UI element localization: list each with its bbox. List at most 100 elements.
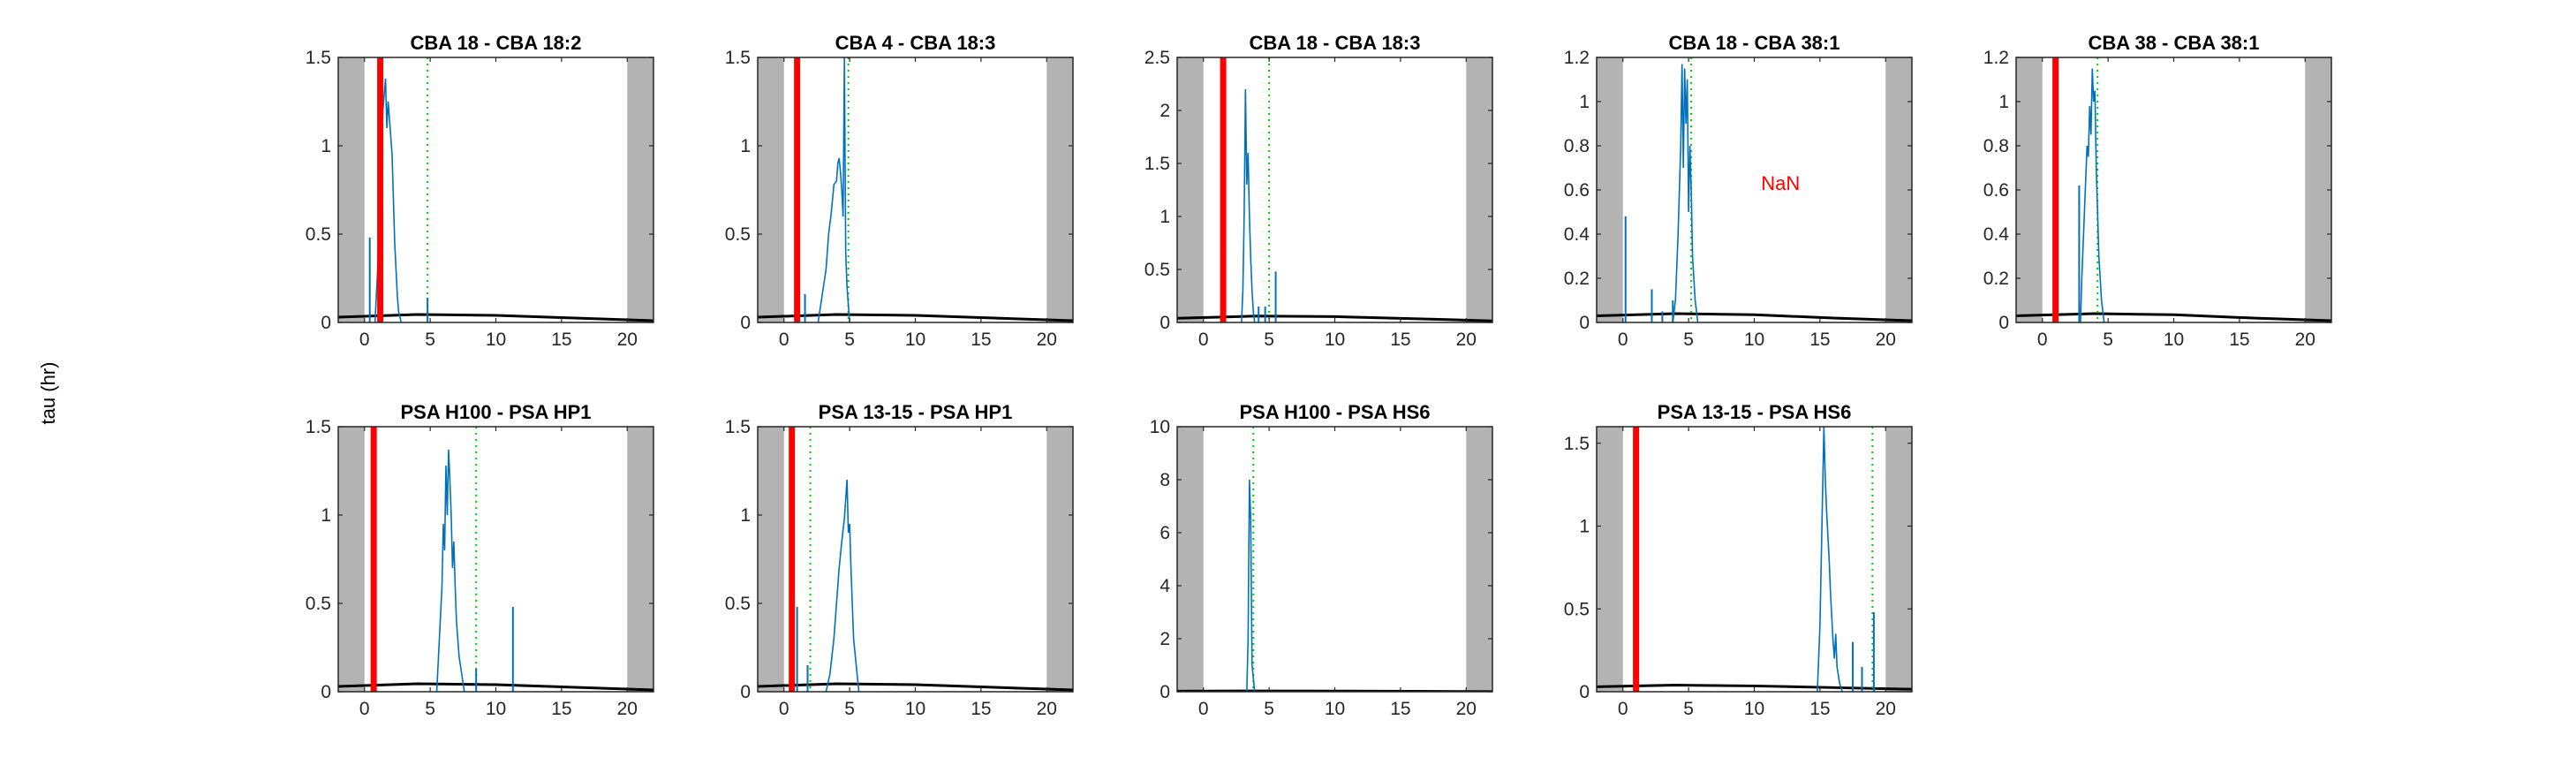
plot-content xyxy=(338,427,653,692)
plot-content xyxy=(2016,57,2331,322)
x-tick-label: 20 xyxy=(1456,330,1477,350)
x-tick-label: 20 xyxy=(617,699,638,719)
y-tick-label: 4 xyxy=(1160,576,1170,596)
shaded-region xyxy=(1177,427,1204,692)
tau-series-line xyxy=(1672,64,1699,322)
x-tick-label: 15 xyxy=(551,330,571,350)
x-tick-label: 0 xyxy=(2037,330,2048,350)
y-tick-label: 10 xyxy=(1150,417,1170,437)
y-tick-label: 0.5 xyxy=(725,594,751,614)
x-tick-label: 10 xyxy=(486,699,506,719)
shaded-region xyxy=(627,57,653,322)
tau-series-line xyxy=(817,57,850,322)
shaded-region xyxy=(627,427,653,692)
shaded-region xyxy=(1466,427,1492,692)
baseline-curve xyxy=(338,313,653,322)
plot-area xyxy=(758,57,1073,322)
subplot-title: PSA H100 - PSA HP1 xyxy=(400,401,591,423)
y-tick-label: 0 xyxy=(1579,313,1590,333)
y-tick-label: 0.8 xyxy=(1983,136,2009,156)
baseline-curve xyxy=(758,682,1073,692)
x-tick-label: 10 xyxy=(1744,699,1764,719)
x-tick-label: 5 xyxy=(844,699,855,719)
shaded-region xyxy=(1885,427,1912,692)
subplot-title: CBA 18 - CBA 38:1 xyxy=(1669,32,1840,54)
baseline-curve xyxy=(2016,312,2331,322)
x-tick-label: 10 xyxy=(1325,330,1345,350)
x-tick-label: 10 xyxy=(1325,699,1345,719)
baseline-curve xyxy=(1177,315,1492,322)
x-tick-label: 20 xyxy=(1037,330,1057,350)
y-tick-label: 0.5 xyxy=(306,594,331,614)
y-tick-label: 0 xyxy=(1998,313,2009,333)
y-tick-label: 2.5 xyxy=(1144,48,1170,68)
x-tick-label: 0 xyxy=(1198,699,1209,719)
tau-series-line xyxy=(825,479,860,692)
x-tick-label: 20 xyxy=(1456,699,1477,719)
x-tick-label: 10 xyxy=(905,699,925,719)
x-tick-label: 5 xyxy=(1264,699,1274,719)
plot-area xyxy=(1177,57,1492,322)
plot-content xyxy=(758,57,1073,322)
plot-content xyxy=(338,57,653,322)
baseline-curve xyxy=(338,682,653,692)
y-tick-label: 1.5 xyxy=(1564,434,1590,454)
y-tick-label: 0.2 xyxy=(1564,269,1590,289)
y-tick-label: 1.2 xyxy=(1564,48,1590,68)
y-tick-label: 6 xyxy=(1160,523,1170,543)
y-tick-label: 1.2 xyxy=(1983,48,2009,68)
y-tick-label: 2 xyxy=(1160,629,1170,649)
x-tick-label: 20 xyxy=(1037,699,1057,719)
subplot-1: 0 5 10 15 20 0 0.5 1 1.5 CBA 18 - CBA 18:2 xyxy=(306,32,654,350)
y-tick-label: 1 xyxy=(1998,92,2009,112)
y-tick-label: 0 xyxy=(321,313,331,333)
y-tick-label: 0 xyxy=(740,313,751,333)
shaded-region xyxy=(1466,57,1492,322)
baseline-curve xyxy=(1597,312,1912,322)
x-tick-label: 20 xyxy=(1876,330,1896,350)
plot-area xyxy=(2016,57,2331,322)
y-tick-label: 0.6 xyxy=(1564,180,1590,201)
subplot-title: CBA 4 - CBA 18:3 xyxy=(835,32,996,54)
y-tick-label: 0.8 xyxy=(1564,136,1590,156)
y-tick-label: 0.6 xyxy=(1983,180,2009,201)
shaded-region xyxy=(338,427,365,692)
y-tick-label: 0.5 xyxy=(725,224,751,245)
plot-area xyxy=(1597,427,1912,692)
x-tick-label: 15 xyxy=(2229,330,2249,350)
y-tick-label: 0.5 xyxy=(1144,260,1170,280)
y-tick-label: 0 xyxy=(1160,682,1170,702)
y-tick-label: 1.5 xyxy=(306,48,331,68)
tau-series-line xyxy=(435,449,465,692)
x-tick-label: 5 xyxy=(844,330,855,350)
y-tick-label: 1.5 xyxy=(306,417,331,437)
x-tick-label: 10 xyxy=(1744,330,1764,350)
subplot-title: PSA H100 - PSA HS6 xyxy=(1239,401,1430,423)
y-tick-label: 0 xyxy=(1160,313,1170,333)
x-tick-label: 5 xyxy=(425,699,435,719)
y-tick-label: 0 xyxy=(1579,682,1590,702)
plot-content xyxy=(758,427,1073,692)
plot-area xyxy=(758,427,1073,692)
subplot-7: 0 5 10 15 20 0 0.5 1 1.5 PSA 13-15 - PSA HP1 xyxy=(725,401,1074,719)
plot-content xyxy=(1177,57,1492,322)
y-tick-label: 0.2 xyxy=(1983,269,2009,289)
plot-area xyxy=(1597,57,1912,322)
baseline-curve xyxy=(1597,683,1912,691)
y-tick-label: 0.5 xyxy=(1564,599,1590,619)
x-tick-label: 15 xyxy=(1809,699,1830,719)
subplot-title: PSA 13-15 - PSA HP1 xyxy=(819,401,1013,423)
y-tick-label: 0.4 xyxy=(1983,224,2010,245)
shaded-region xyxy=(1177,57,1204,322)
y-tick-label: 1 xyxy=(1160,207,1170,227)
x-tick-label: 5 xyxy=(2103,330,2113,350)
shaded-region xyxy=(758,427,784,692)
nan-annotation: NaN xyxy=(1761,172,1800,194)
x-tick-label: 0 xyxy=(359,330,370,350)
x-tick-label: 15 xyxy=(1390,699,1410,719)
shaded-region xyxy=(1046,57,1073,322)
y-tick-label: 1 xyxy=(740,505,751,526)
y-tick-label: 1 xyxy=(321,136,331,156)
